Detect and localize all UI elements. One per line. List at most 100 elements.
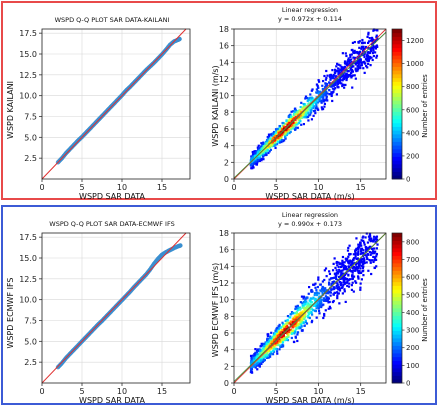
colorbar-segment — [392, 319, 402, 324]
density-cell — [371, 259, 374, 262]
density-cell — [295, 316, 298, 319]
density-cell — [298, 325, 301, 329]
density-cell — [273, 345, 276, 348]
colorbar-segment — [392, 130, 402, 135]
density-cell — [329, 307, 332, 310]
density-cell — [372, 250, 375, 253]
density-cell — [306, 306, 309, 310]
colorbar-segment — [392, 137, 402, 142]
regression-line — [233, 232, 387, 382]
colorbar-segment — [392, 263, 402, 268]
x-axis-label: WSPD SAR DATA — [79, 396, 145, 405]
density-cell — [370, 49, 373, 52]
density-cell — [352, 275, 356, 278]
density-cell — [344, 83, 347, 87]
density-cell — [334, 87, 337, 90]
density-cell — [286, 314, 290, 318]
density-cell — [320, 305, 323, 309]
density-cell — [368, 245, 371, 249]
density-cell — [315, 91, 318, 94]
density-cell — [313, 105, 316, 108]
density-cell — [334, 266, 337, 270]
density-cell — [372, 255, 375, 259]
colorbar-tick-label: 0 — [406, 176, 410, 184]
density-cell — [265, 343, 268, 347]
density-cell — [315, 291, 318, 294]
density-cell — [261, 344, 264, 347]
density-cell — [370, 36, 374, 39]
density-cell — [291, 311, 295, 315]
density-cell — [321, 87, 324, 91]
density-cell — [307, 112, 310, 115]
density-cell — [368, 57, 371, 61]
colorbar-segment — [392, 251, 402, 256]
density-cell — [294, 307, 297, 311]
density-cell — [304, 312, 307, 316]
density-cell — [341, 269, 344, 272]
colorbar-segment — [392, 29, 402, 34]
density-cell — [345, 259, 348, 262]
density-cell — [376, 45, 379, 48]
density-cell — [266, 143, 270, 146]
x-axis-label: WSPD SAR DATA (m/s) — [265, 192, 354, 201]
density-cell — [273, 135, 276, 138]
density-cell — [344, 52, 347, 55]
density-cell — [332, 74, 335, 77]
density-cell — [286, 127, 289, 130]
density-cell — [359, 286, 362, 289]
density-cell — [310, 109, 313, 112]
density-cell — [274, 146, 277, 150]
density-cell — [362, 262, 365, 265]
density-cell — [370, 56, 373, 59]
density-cell — [362, 274, 365, 277]
density-cell — [267, 151, 270, 155]
density-cell — [263, 145, 266, 148]
density-cell — [269, 144, 273, 147]
density-cell — [304, 97, 307, 100]
density-cell — [266, 342, 269, 345]
density-cell — [275, 330, 278, 333]
density-cell — [311, 290, 314, 293]
density-cell — [373, 256, 376, 259]
density-cell — [312, 283, 315, 286]
density-cell — [337, 275, 341, 279]
density-cell — [349, 75, 352, 78]
density-cell — [315, 307, 318, 310]
density-cell — [360, 278, 363, 281]
density-cell — [372, 29, 375, 32]
density-cell — [267, 333, 270, 336]
density-cell — [304, 321, 307, 324]
y-axis-label: WSPD ECMWF IFS (m/s) — [211, 263, 220, 357]
density-cell — [251, 153, 255, 156]
density-cell — [358, 40, 361, 43]
colorbar-segment — [392, 51, 402, 56]
density-cell — [322, 100, 325, 103]
density-cell — [309, 110, 312, 113]
density-cell — [252, 364, 256, 367]
density-cell — [278, 340, 281, 343]
density-cell — [359, 271, 362, 274]
density-cell — [289, 320, 292, 323]
colorbar-segment — [392, 96, 402, 101]
density-cell — [289, 128, 292, 131]
density-cell — [310, 321, 313, 324]
density-cell — [343, 290, 346, 293]
density-cell — [360, 239, 363, 242]
density-cell — [321, 107, 325, 111]
density-cell — [362, 46, 365, 49]
density-cell — [276, 350, 279, 353]
density-cell — [328, 300, 331, 304]
density-cell — [277, 325, 280, 328]
x-tick-label: 10 — [117, 387, 127, 396]
density-cell — [295, 318, 298, 322]
density-cell — [289, 316, 292, 319]
density-cell — [320, 91, 323, 95]
density-cell — [325, 297, 329, 300]
density-cell — [323, 87, 326, 90]
density-cell — [288, 121, 291, 124]
density-cell — [360, 61, 363, 65]
density-cell — [351, 86, 354, 89]
density-cell — [289, 331, 292, 334]
density-cell — [299, 320, 302, 324]
density-cell — [315, 104, 318, 107]
